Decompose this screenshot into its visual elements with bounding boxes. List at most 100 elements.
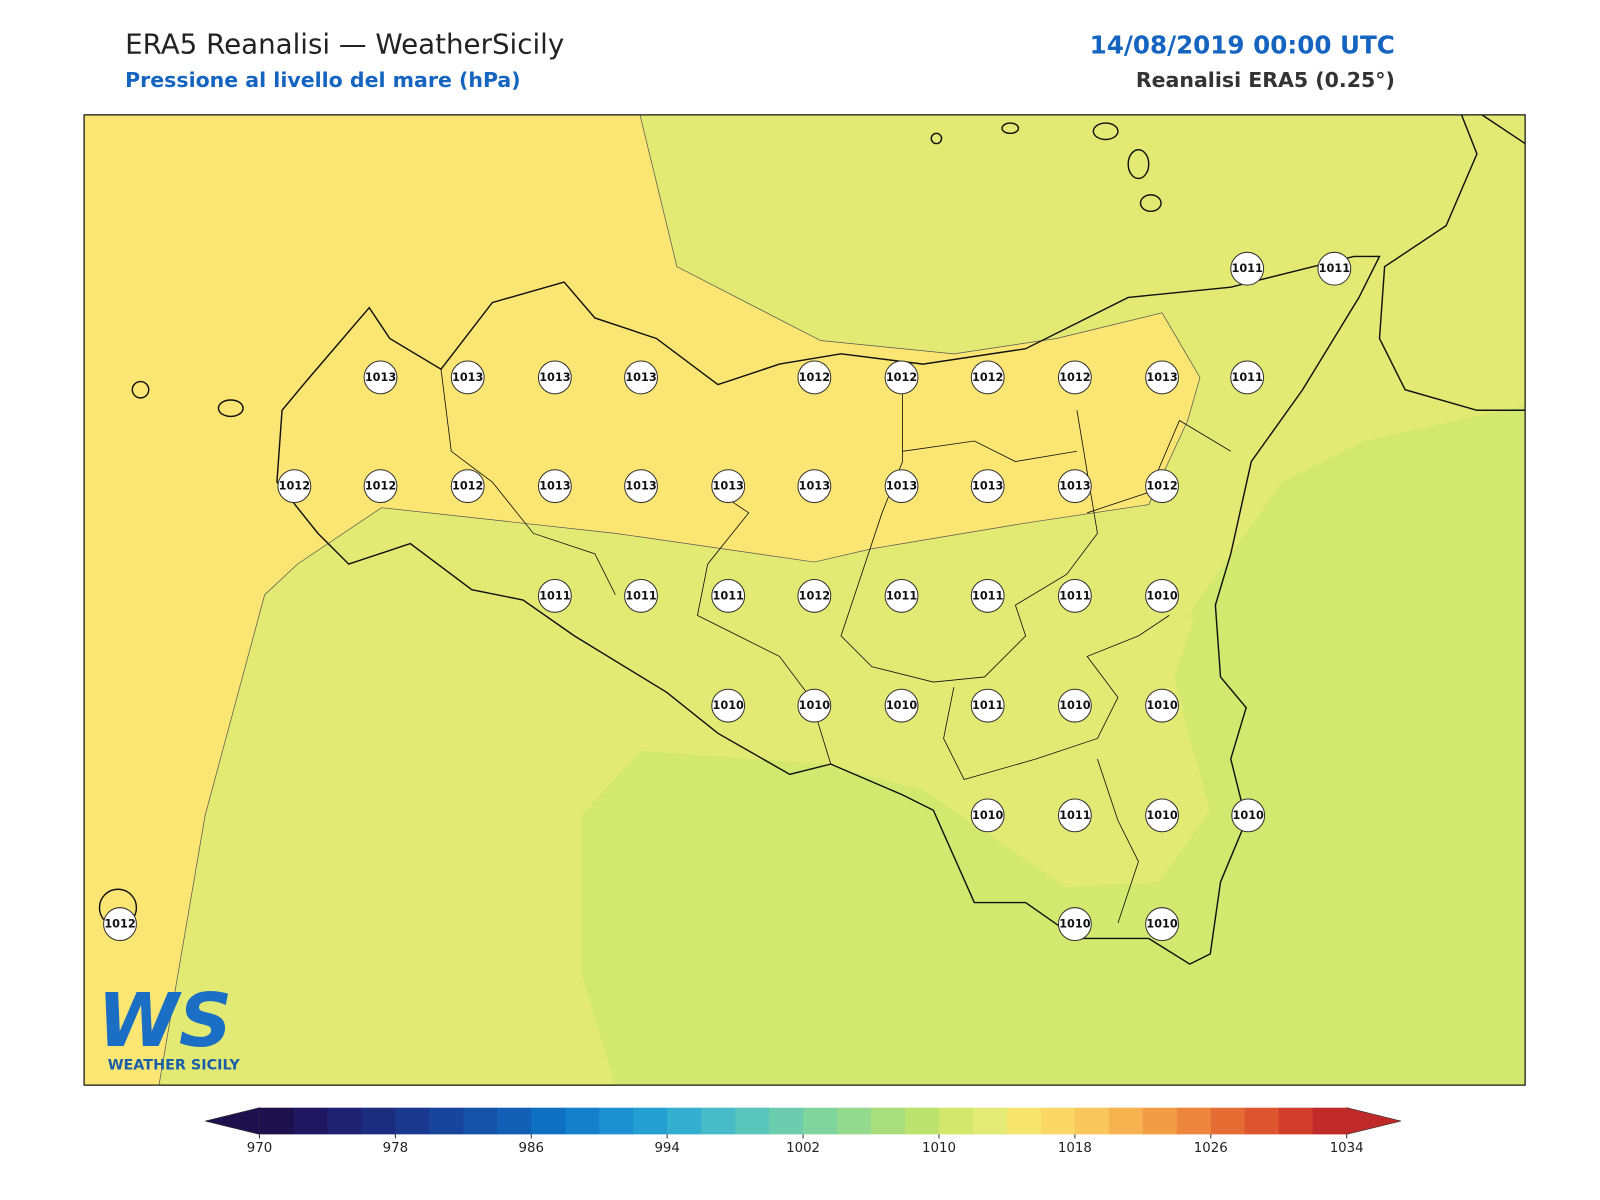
station-value: 1012 [972, 371, 1003, 384]
colorbar-segment [769, 1107, 804, 1135]
station: 1010 [1057, 907, 1092, 942]
logo-mark: WS [97, 978, 232, 1064]
station: 1013 [1145, 360, 1179, 395]
station-marker [970, 798, 1005, 833]
station-marker [1145, 907, 1179, 942]
station-marker [1230, 251, 1265, 286]
station: 1013 [537, 360, 572, 395]
station-value: 1011 [713, 589, 745, 602]
station-marker [537, 360, 572, 395]
station-marker [884, 688, 919, 723]
station-marker [450, 360, 485, 395]
station: 1011 [537, 578, 572, 613]
station-marker [1057, 469, 1092, 504]
station-marker [1231, 798, 1266, 833]
colorbar-tick-label: 994 [654, 1141, 679, 1156]
station-marker [277, 469, 312, 504]
colorbar-segment [1278, 1107, 1314, 1135]
station: 1010 [1145, 907, 1179, 942]
colorbar-segment [259, 1107, 294, 1135]
station-value: 1013 [625, 371, 656, 384]
colorbar-segment [871, 1107, 906, 1135]
station-value: 1012 [799, 371, 830, 384]
station-value: 1012 [452, 480, 483, 493]
station-value: 1010 [713, 699, 745, 712]
colorbar-segment [429, 1107, 464, 1135]
colorbar-segment [565, 1107, 600, 1135]
station-marker [1145, 360, 1179, 395]
province-borders [440, 369, 1231, 924]
station: 1010 [1057, 688, 1092, 723]
colorbar-extend [205, 1107, 260, 1135]
station-marker [1057, 578, 1092, 613]
station-marker [884, 578, 919, 613]
station-value: 1013 [625, 480, 656, 493]
station-value: 1010 [1146, 589, 1178, 602]
station: 1010 [1145, 688, 1179, 723]
station-marker [1145, 469, 1179, 504]
station: 1013 [1057, 469, 1092, 504]
colorbar-tick-label: 978 [383, 1141, 408, 1156]
station: 1011 [711, 578, 746, 613]
station-value: 1013 [1146, 371, 1177, 384]
station: 1011 [1230, 360, 1265, 395]
station-value: 1013 [713, 480, 744, 493]
colorbar-segment [1074, 1107, 1110, 1135]
station-marker [1145, 688, 1179, 723]
station-value: 1011 [1319, 262, 1351, 275]
station: 1011 [884, 578, 919, 613]
colorbar-segment [1312, 1107, 1348, 1135]
station-value: 1012 [279, 480, 310, 493]
station: 1012 [1145, 469, 1179, 504]
station: 1011 [1317, 251, 1352, 286]
station-marker [537, 578, 572, 613]
station-value: 1010 [1233, 809, 1265, 822]
station: 1010 [970, 798, 1005, 833]
colorbar-segment [701, 1107, 736, 1135]
station-marker [797, 578, 832, 613]
station-value: 1012 [1059, 371, 1090, 384]
station-marker [1057, 360, 1092, 395]
station-value: 1011 [972, 699, 1004, 712]
station-marker [624, 578, 658, 613]
station-value: 1011 [886, 589, 918, 602]
coastline [98, 114, 1526, 965]
station-value: 1011 [1231, 371, 1263, 384]
station: 1013 [970, 469, 1005, 504]
station-value: 1010 [799, 699, 831, 712]
station-marker [1145, 578, 1179, 613]
station: 1010 [711, 688, 746, 723]
station: 1013 [797, 469, 832, 504]
map-frame [83, 114, 1526, 1086]
station: 1011 [1057, 578, 1092, 613]
colorbar-segment [1176, 1107, 1212, 1135]
station: 1012 [450, 469, 485, 504]
subtitle: Pressione al livello del mare (hPa) [125, 68, 521, 92]
station: 1010 [1145, 798, 1179, 833]
station-marker [970, 578, 1005, 613]
station-marker [624, 360, 658, 395]
colorbar-segment [735, 1107, 770, 1135]
station-marker [711, 469, 746, 504]
station-value: 1013 [539, 480, 570, 493]
colorbar-tick-label: 1010 [922, 1141, 956, 1156]
station: 1013 [624, 469, 658, 504]
field-band [581, 405, 1526, 1086]
station-marker [1145, 798, 1179, 833]
station-value: 1013 [1059, 480, 1090, 493]
station-value: 1012 [886, 371, 917, 384]
station-value: 1012 [1146, 480, 1177, 493]
station-value: 1011 [539, 589, 571, 602]
colorbar: 970 978 986 994 1002 1010 1018 1026 1034 [205, 1107, 1402, 1156]
station-value: 1013 [365, 371, 396, 384]
colorbar-segment [1006, 1107, 1042, 1135]
station-marker [363, 360, 398, 395]
colorbar-segment [395, 1107, 430, 1135]
station-marker [450, 469, 485, 504]
station: 1012 [1057, 360, 1092, 395]
station: 1013 [624, 360, 658, 395]
station-marker [797, 688, 832, 723]
colorbar-segment [463, 1107, 498, 1135]
colorbar-tick-label: 1026 [1194, 1141, 1228, 1156]
